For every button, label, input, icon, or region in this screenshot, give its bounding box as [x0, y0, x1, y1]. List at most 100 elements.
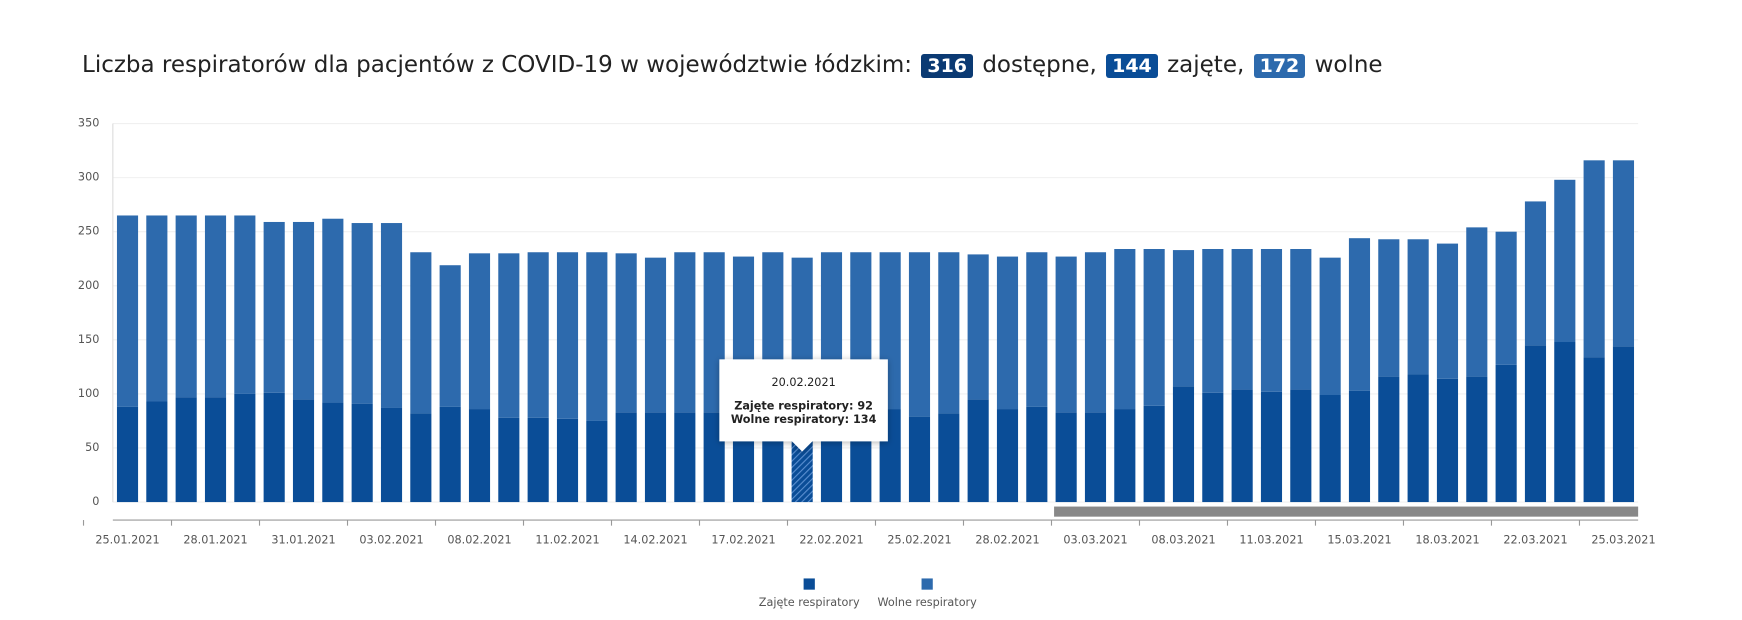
bar-segment [1436, 243, 1459, 379]
bar-segment [292, 221, 315, 400]
bar-segment [1436, 378, 1459, 503]
badge: 316 [921, 54, 974, 78]
x-tick-label: 28.02.2021 [975, 533, 1039, 546]
bar-segment [644, 257, 667, 413]
y-tick-label: 100 [78, 387, 99, 400]
bar-segment [1055, 412, 1077, 503]
bar-segment [615, 253, 637, 413]
bar-segment [644, 412, 667, 503]
tooltip-line: Zajęte respiratory: 92 [734, 400, 873, 413]
bar-segment [439, 406, 461, 503]
x-tick-label: 25.02.2021 [887, 533, 951, 546]
bar-segment [1612, 160, 1635, 347]
x-tick-label: 25.01.2021 [95, 533, 159, 546]
bar-segment [263, 392, 285, 503]
bar-segment [615, 412, 637, 503]
badge: 144 [1106, 54, 1158, 78]
bar-segment [1114, 409, 1136, 503]
bar-segment [938, 252, 960, 414]
bar-segment [1026, 406, 1048, 503]
y-tick-label: 350 [78, 117, 99, 130]
bar-segment [1524, 345, 1547, 503]
bar-segment [1231, 389, 1253, 503]
title-text: dostępne, [982, 52, 1097, 78]
title-text: wolne [1314, 52, 1383, 78]
legend-swatch [921, 578, 933, 590]
bar-segment [468, 409, 491, 503]
legend-label: Wolne respiratory [877, 596, 977, 609]
bar-segment [1319, 257, 1341, 395]
y-tick-label: 200 [78, 279, 99, 292]
bar-segment [1554, 342, 1576, 503]
bar-segment [1583, 357, 1605, 503]
y-tick-label: 150 [78, 333, 99, 346]
bar-segment [380, 407, 403, 503]
bar-segment [996, 256, 1019, 410]
bar-segment [527, 417, 549, 503]
bar-segment [1290, 389, 1312, 503]
bar-segment [938, 413, 960, 503]
bar-segment [1260, 249, 1283, 392]
bar-segment [1114, 249, 1136, 410]
bar-segment [1319, 394, 1341, 503]
bar-segment [410, 413, 432, 503]
bar-segment [410, 252, 432, 414]
x-tick-label: 08.03.2021 [1151, 533, 1215, 546]
x-tick-label: 08.02.2021 [447, 533, 511, 546]
bar-segment [204, 215, 227, 398]
bar-segment [1466, 376, 1488, 503]
bar-segment [468, 253, 491, 410]
x-tick-label: 11.03.2021 [1239, 533, 1303, 546]
bar-segment [1407, 239, 1429, 375]
bar-segment [498, 417, 520, 503]
bar-segment [1084, 412, 1107, 503]
bar-segment [263, 221, 285, 393]
bar-segment [234, 393, 256, 503]
bar-segment [1231, 249, 1253, 390]
bar-segment [1172, 386, 1195, 503]
bar-segment [1378, 376, 1400, 503]
bar-segment [175, 397, 197, 503]
bar-segment [967, 254, 989, 400]
bar-segment [1143, 249, 1165, 406]
bar-segment [908, 252, 931, 417]
x-tick-label: 14.02.2021 [623, 533, 687, 546]
x-tick-label: 22.03.2021 [1503, 533, 1567, 546]
bar-segment [996, 409, 1019, 503]
bar-segment [322, 218, 344, 403]
x-tick-label: 03.02.2021 [359, 533, 423, 546]
x-tick-label: 18.03.2021 [1415, 533, 1479, 546]
title-text: zajęte, [1167, 52, 1245, 78]
chart-title: Liczba respiratorów dla pacjentów z COVI… [82, 52, 1383, 78]
bar-segment [116, 215, 139, 407]
bar-segment [439, 265, 461, 407]
bar-segment [380, 223, 403, 408]
bar-segment [1260, 391, 1283, 503]
x-tick-label: 03.03.2021 [1063, 533, 1127, 546]
scrollbar [1054, 506, 1639, 517]
bar-segment [234, 215, 256, 394]
bar-segment [1172, 250, 1195, 387]
tooltip-line: Wolne respiratory: 134 [731, 413, 877, 426]
x-tick-label: 11.02.2021 [535, 533, 599, 546]
y-tick-label: 250 [78, 225, 99, 238]
title-text: Liczba respiratorów dla pacjentów z COVI… [82, 52, 913, 78]
legend-swatch [803, 578, 815, 590]
x-tick-label: 31.01.2021 [271, 533, 335, 546]
bar-segment [1026, 252, 1048, 407]
bar-segment [1202, 392, 1224, 503]
bar-segment [967, 399, 989, 503]
bar-segment [1583, 160, 1605, 358]
bar-segment [1348, 390, 1371, 503]
bar-segment [1143, 405, 1165, 503]
bar-segment [908, 416, 931, 503]
bar-segment [146, 215, 168, 402]
tooltip-box [719, 359, 888, 452]
bar-segment [586, 252, 608, 421]
bar-segment [586, 420, 608, 503]
bar-segment [1084, 252, 1107, 413]
bar-segment [1378, 239, 1400, 377]
